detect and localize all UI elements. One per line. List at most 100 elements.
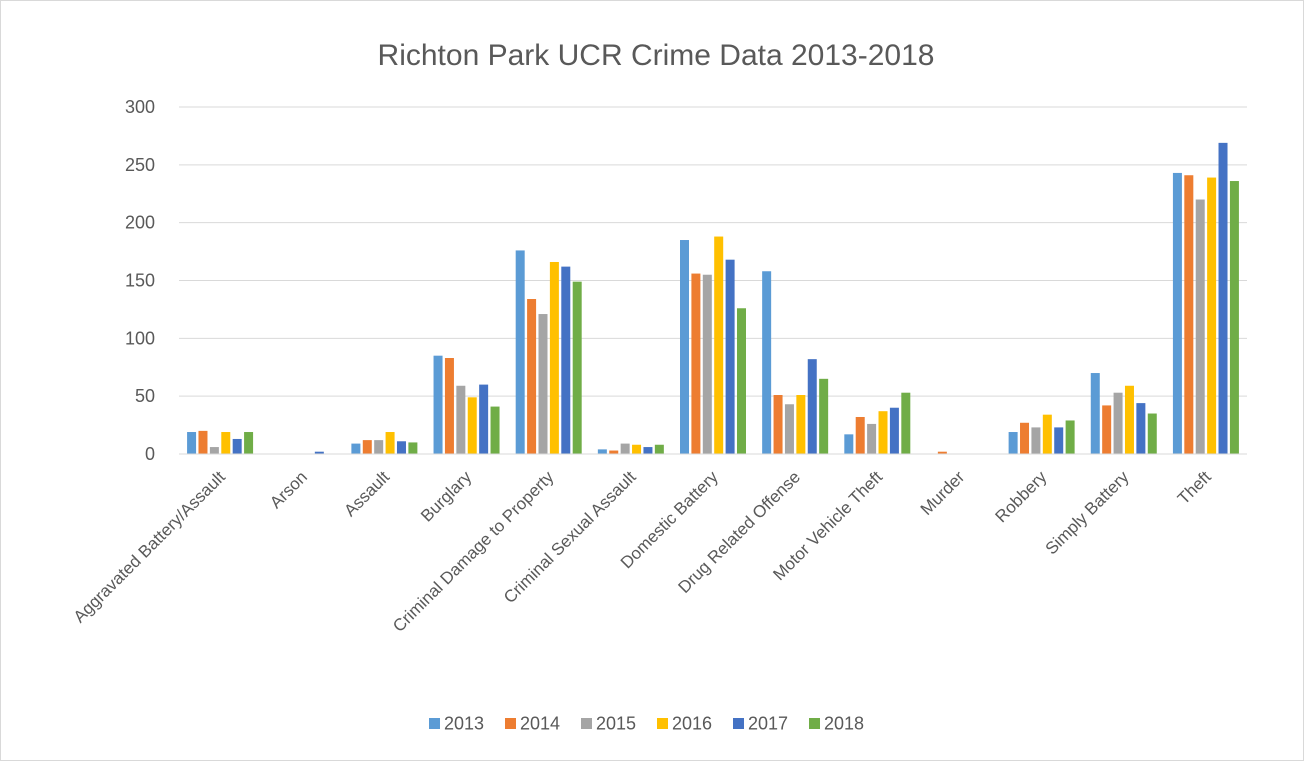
y-tick-label: 250 <box>125 155 155 175</box>
bar <box>680 240 689 454</box>
y-tick-label: 100 <box>125 328 155 348</box>
legend-swatch <box>505 718 516 729</box>
bar <box>1229 181 1239 454</box>
x-category-label: Theft <box>1174 467 1215 508</box>
bar <box>221 432 231 454</box>
bar <box>561 266 571 454</box>
y-axis-ticks: 0 50 100 150 200 250 300 <box>125 97 155 464</box>
bar <box>796 395 806 454</box>
bar <box>232 438 242 454</box>
bar <box>515 250 525 454</box>
bar <box>889 407 899 454</box>
bar <box>901 392 911 454</box>
bars <box>187 142 1239 455</box>
bar <box>209 447 219 454</box>
bar <box>1218 142 1228 455</box>
bar <box>773 395 783 454</box>
x-category-label: Criminal Sexual Assault <box>500 467 640 607</box>
legend: 2013 2014 2015 2016 2017 2018 <box>429 714 864 734</box>
bar <box>1124 385 1134 454</box>
bar <box>1147 413 1157 454</box>
legend-label: 2017 <box>748 714 788 734</box>
legend-swatch <box>429 718 440 729</box>
bar <box>725 259 735 454</box>
gridlines <box>179 106 1247 397</box>
bar <box>396 441 406 454</box>
bar <box>538 314 548 454</box>
legend-item: 2017 <box>733 714 788 734</box>
bar <box>490 406 500 454</box>
bar <box>351 443 361 454</box>
bar <box>433 355 443 454</box>
bar <box>620 443 630 454</box>
y-tick-label: 0 <box>145 444 155 464</box>
legend-label: 2013 <box>444 714 484 734</box>
bar <box>244 432 254 454</box>
bar <box>444 358 454 454</box>
legend-label: 2018 <box>824 714 864 734</box>
bar <box>1172 172 1182 454</box>
bar <box>691 273 701 454</box>
bar <box>1090 373 1100 454</box>
bar <box>1065 420 1075 454</box>
bar <box>1102 405 1112 454</box>
bar <box>597 449 607 454</box>
y-tick-label: 150 <box>125 271 155 291</box>
x-category-label: Arson <box>266 467 311 512</box>
legend-item: 2015 <box>581 714 636 734</box>
legend-label: 2015 <box>596 714 636 734</box>
legend-item: 2016 <box>657 714 712 734</box>
y-tick-label: 200 <box>125 213 155 233</box>
bar <box>867 423 877 454</box>
bar <box>819 378 829 454</box>
legend-item: 2018 <box>809 714 864 734</box>
x-category-label: Criminal Damage to Property <box>389 467 558 636</box>
bar <box>1136 403 1146 454</box>
bar <box>1008 432 1018 454</box>
x-category-label: Burglary <box>417 467 476 526</box>
bar <box>456 385 466 454</box>
x-category-label: Assault <box>340 467 393 520</box>
bar <box>1195 199 1205 454</box>
bar <box>549 261 559 454</box>
legend-swatch <box>809 718 820 729</box>
bar <box>479 384 489 454</box>
bar <box>784 404 794 454</box>
x-axis-labels: Aggravated Battery/Assault Arson Assault Bu… <box>70 467 1215 636</box>
bar <box>714 236 724 454</box>
bar <box>467 397 477 454</box>
chart-title: Richton Park UCR Crime Data 2013-2018 <box>378 39 935 72</box>
bar <box>314 451 324 454</box>
legend-item: 2013 <box>429 714 484 734</box>
bar <box>385 432 395 454</box>
bar <box>408 442 418 454</box>
bar <box>737 308 746 454</box>
legend-swatch <box>581 718 592 729</box>
x-category-label: Robbery <box>992 467 1051 526</box>
x-category-label: Simply Battery <box>1042 467 1133 558</box>
bar <box>855 416 865 454</box>
bar <box>1031 427 1041 454</box>
y-tick-label: 50 <box>135 386 155 406</box>
bar <box>1042 414 1052 454</box>
x-category-label: Murder <box>917 467 969 519</box>
bar <box>844 434 854 454</box>
x-category-label: Aggravated Battery/Assault <box>70 467 229 626</box>
bar <box>1207 177 1217 454</box>
bar <box>187 432 197 454</box>
y-tick-label: 300 <box>125 97 155 117</box>
bar <box>762 271 772 454</box>
bar <box>374 440 384 454</box>
bar <box>1054 427 1064 454</box>
bar <box>362 440 372 454</box>
legend-swatch <box>733 718 744 729</box>
bar <box>527 299 537 454</box>
bar <box>702 274 712 454</box>
legend-item: 2014 <box>505 714 560 734</box>
legend-swatch <box>657 718 668 729</box>
bar <box>878 411 888 454</box>
bar <box>643 447 653 454</box>
bar <box>632 444 642 454</box>
